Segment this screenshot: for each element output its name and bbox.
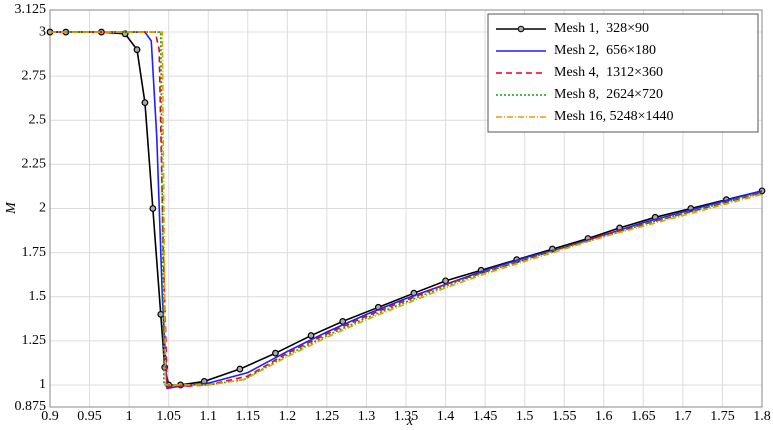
y-tick-label: 3 xyxy=(39,24,46,39)
y-tick-label: 3.125 xyxy=(15,2,47,17)
x-tick-label: 1.2 xyxy=(279,409,297,424)
x-tick-label: 1.7 xyxy=(674,409,692,424)
x-tick-label: 0.95 xyxy=(77,409,102,424)
x-tick-label: 1.8 xyxy=(753,409,771,424)
x-tick-label: 1.4 xyxy=(437,409,455,424)
x-tick-label: 1.15 xyxy=(236,409,261,424)
series-line xyxy=(50,31,763,386)
legend-box xyxy=(487,13,759,133)
x-tick-label: 1.75 xyxy=(710,409,735,424)
legend-label: Mesh 8, 2624×720 xyxy=(554,87,663,102)
y-tick-label: 2 xyxy=(39,201,46,216)
x-axis-label: x xyxy=(406,414,414,429)
series-line xyxy=(50,31,763,390)
y-tick-label: 1.75 xyxy=(22,245,47,260)
y-tick-label: 2.25 xyxy=(22,157,47,172)
point-marker xyxy=(149,205,157,212)
x-tick-label: 1.25 xyxy=(315,409,340,424)
x-tick-label: 1 xyxy=(126,409,133,424)
series-line xyxy=(50,31,763,386)
point-marker xyxy=(442,277,449,285)
y-tick-label: 1.25 xyxy=(22,333,47,348)
y-tick-label: 1 xyxy=(39,377,46,392)
x-tick-label: 1.5 xyxy=(516,409,534,424)
legend-label: Mesh 16, 5248×1440 xyxy=(554,109,674,124)
y-axis-label: M xyxy=(4,201,19,215)
point-marker xyxy=(236,365,244,373)
point-marker xyxy=(307,332,315,339)
point-marker xyxy=(272,349,279,357)
x-tick-label: 1.65 xyxy=(631,409,656,424)
plot-frame xyxy=(49,9,763,408)
y-tick-label: 0.875 xyxy=(15,399,47,414)
series-line xyxy=(50,31,763,386)
x-tick-label: 1.1 xyxy=(199,409,217,424)
y-tick-label: 1.5 xyxy=(29,289,47,304)
legend: Mesh 1, 328×90 Mesh 2, 656×180 Mesh 4, 131… xyxy=(487,13,759,133)
x-tick-label: 1.3 xyxy=(358,409,376,424)
x-tick-label: 1.55 xyxy=(552,409,577,424)
x-tick-label: 1.6 xyxy=(595,409,613,424)
point-marker xyxy=(141,99,149,107)
legend-label: Mesh 2, 656×180 xyxy=(554,43,656,58)
x-tick-label: 1.45 xyxy=(473,409,498,424)
x-tick-label: 0.9 xyxy=(41,409,59,424)
legend-label: Mesh 4, 1312×360 xyxy=(554,65,663,80)
x-tick-label: 1.35 xyxy=(394,409,419,424)
y-tick-label: 2.5 xyxy=(29,112,47,127)
y-tick-label: 2.75 xyxy=(22,68,47,83)
point-marker xyxy=(133,46,141,54)
legend-label: Mesh 1, 328×90 xyxy=(554,21,649,36)
legend-marker xyxy=(517,25,525,33)
x-tick-label: 1.05 xyxy=(156,409,181,424)
